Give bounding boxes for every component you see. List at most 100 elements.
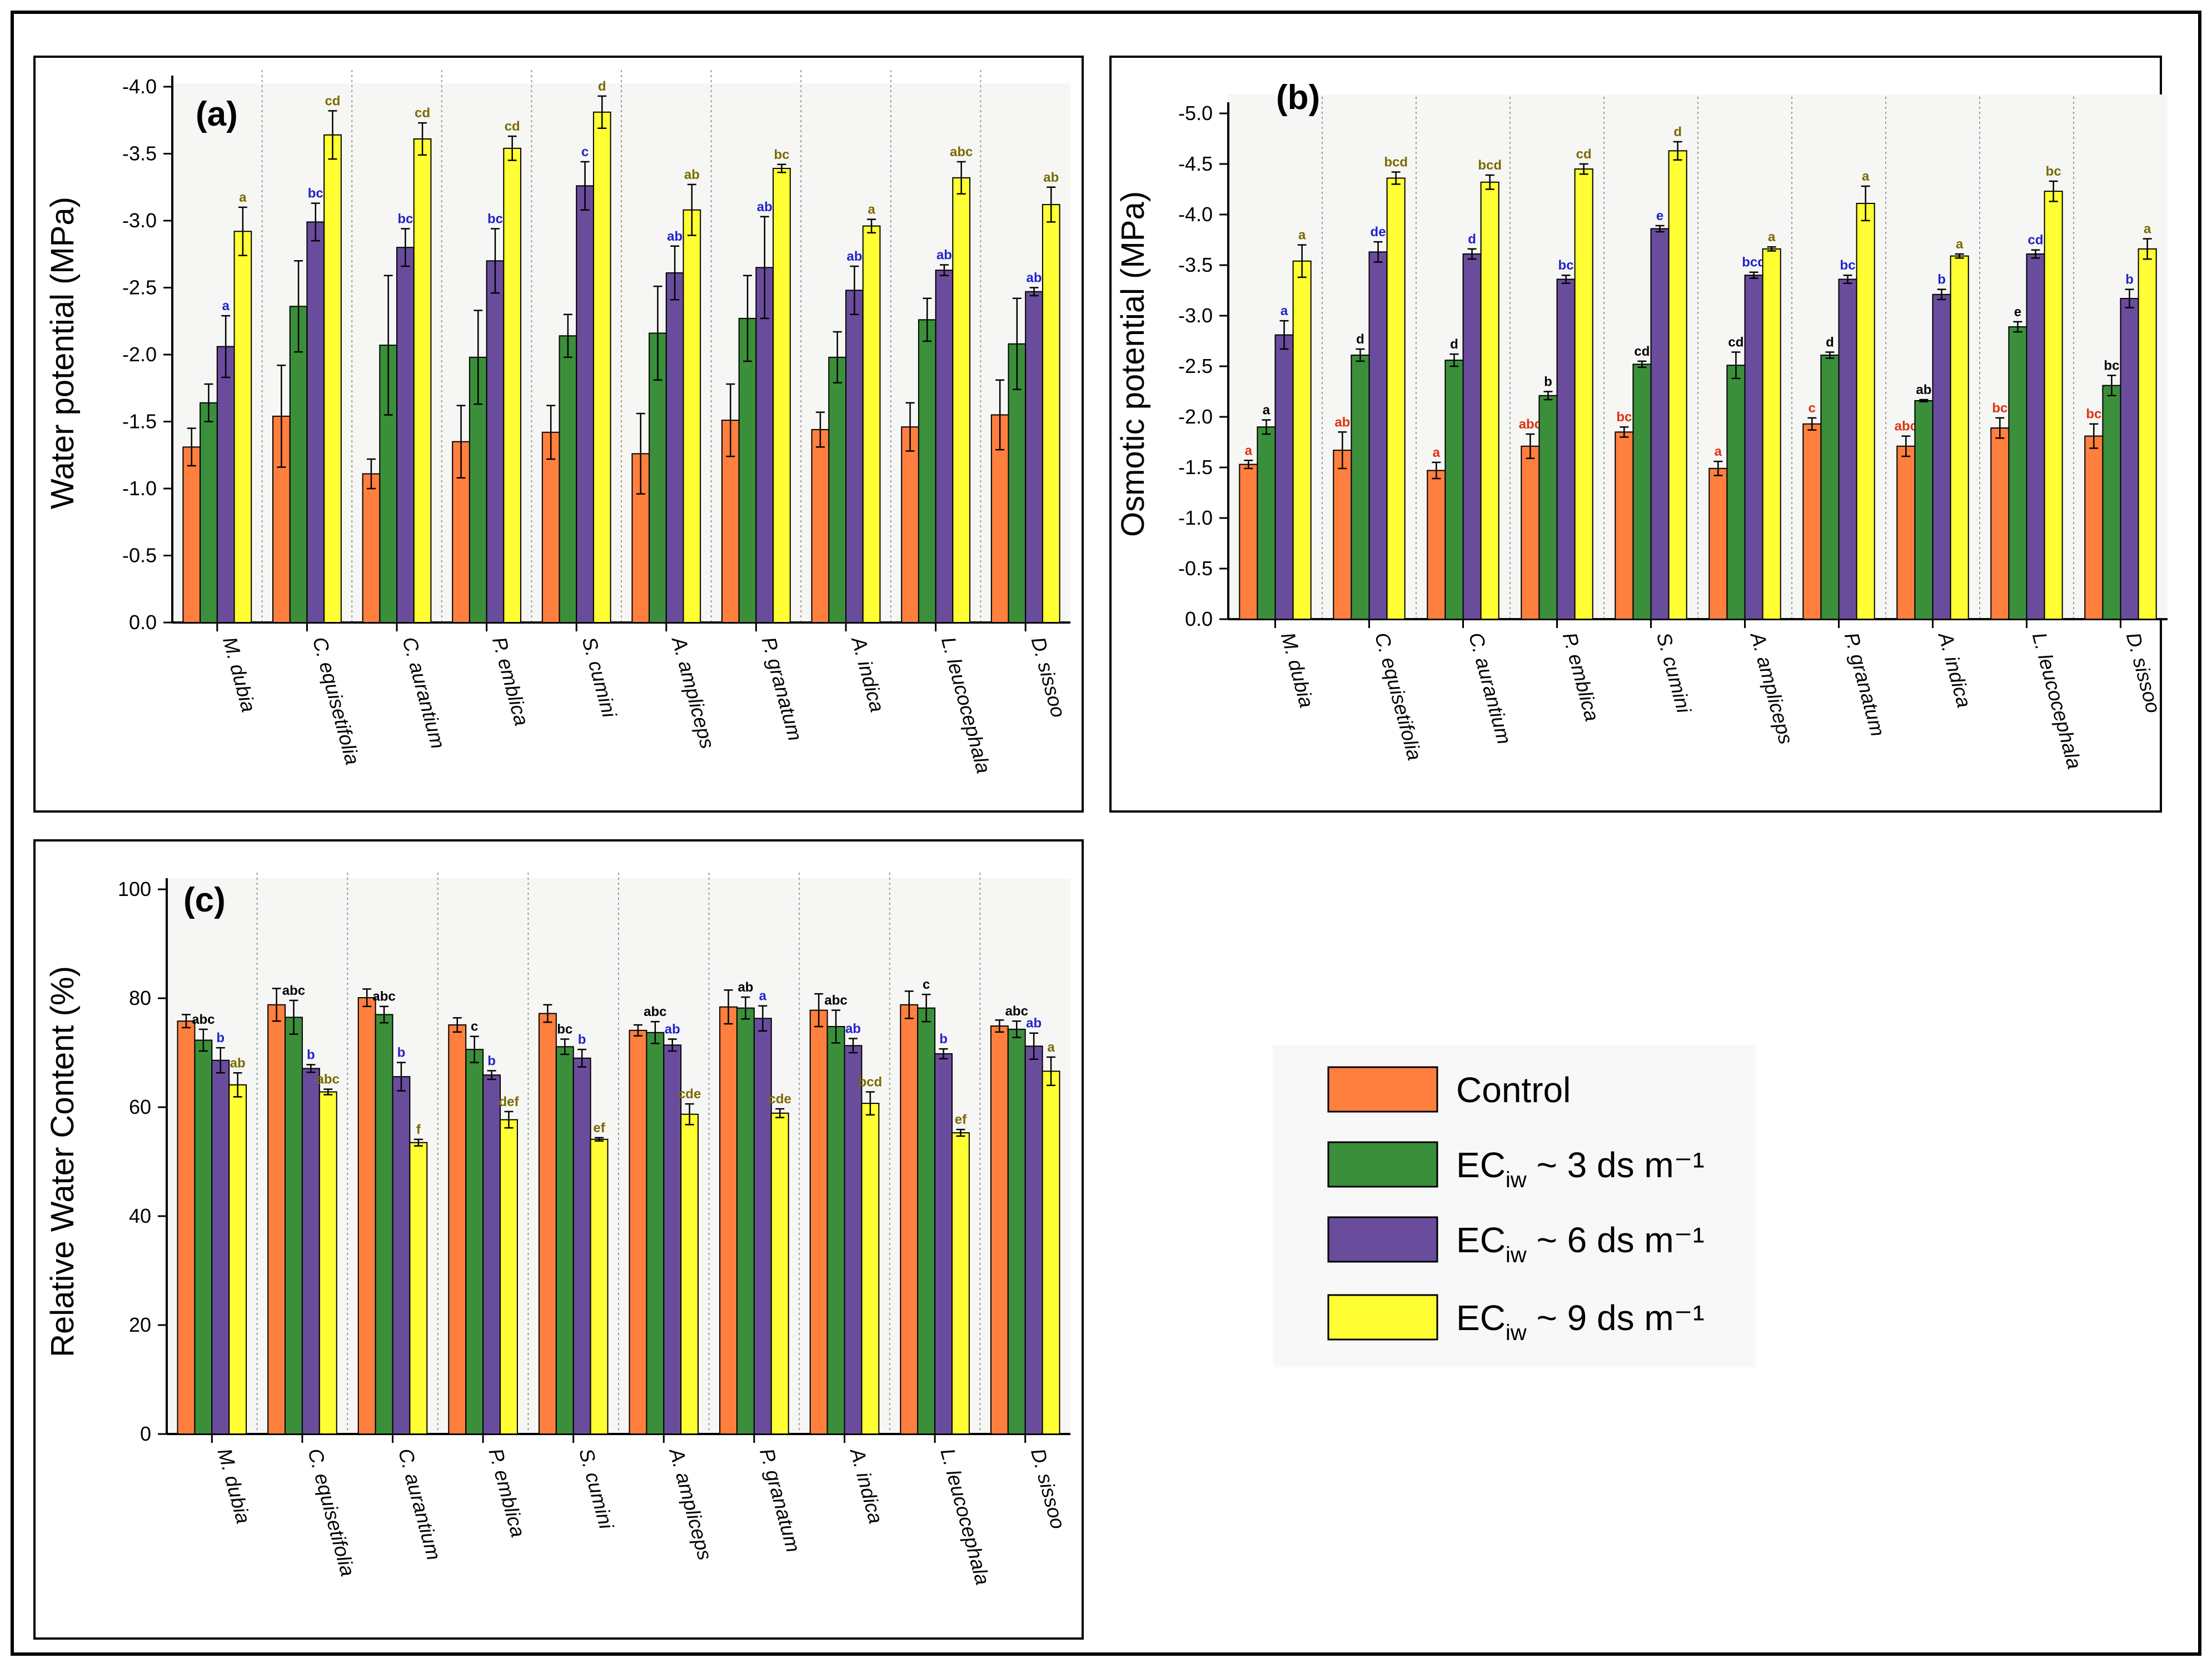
error-bar [204,383,213,422]
error-bar [653,285,662,381]
bar [1239,464,1258,620]
x-category-label: C. aurantium [398,634,450,751]
error-bar [867,218,876,233]
significance-label: f [416,1122,421,1137]
significance-label: a [1715,444,1722,459]
legend-label-ec9: ECiw ~ 9 ds m⁻¹ [1456,1298,1705,1345]
bar [1386,177,1406,620]
y-tick-label: -3.5 [1178,253,1213,276]
significance-label: b [397,1045,406,1060]
bar [665,272,684,623]
x-category-label: D. sissoo [1027,1446,1070,1531]
significance-label: cd [325,93,340,108]
error-bar [2049,180,2058,202]
error-bar [1432,461,1441,480]
error-bar [2125,288,2134,308]
y-tick-label: -1.5 [122,410,157,433]
x-category-label: C. aurantium [394,1446,446,1562]
y-tick-label: -1.5 [1178,456,1213,479]
error-bar [1012,1020,1022,1038]
bar [375,1014,393,1435]
bar [590,1138,609,1435]
x-category-label: C. equisetifolia [303,1446,360,1579]
error-bar [995,1019,1004,1033]
significance-label: a [1433,445,1441,460]
error-bar [815,411,825,448]
error-bar [221,315,231,379]
bar [499,1119,518,1435]
error-bar [187,427,196,467]
error-bar [277,365,286,468]
error-bar [939,264,949,277]
significance-label: bc [1992,401,2007,416]
bar [773,168,791,623]
error-bar [1029,1032,1039,1060]
bar [900,1004,919,1435]
error-bar [1955,253,1964,259]
error-bar [848,1038,858,1054]
significance-label: bc [557,1022,572,1037]
significance-label: d [1450,337,1458,352]
x-category-label: A. indica [845,1445,888,1526]
y-tick-label: -0.5 [122,544,157,567]
bar [1538,395,1558,620]
error-bar [758,1005,768,1032]
bar [770,1112,789,1435]
significance-label: a [1956,237,1964,252]
y-tick-label: -3.0 [1178,304,1213,327]
significance-label: a [1862,169,1870,184]
significance-label: a [1281,303,1288,318]
x-category-label: C. aurantium [1464,630,1516,746]
y-tick-label: -2.5 [1178,355,1213,377]
y-tick-label: -4.5 [1178,152,1213,175]
bar [267,1004,286,1435]
bar [409,1142,428,1435]
error-bar [921,993,931,1023]
bar [486,260,505,623]
panel-a-y-axis-title: Water potential (MPa) [44,197,81,509]
panel-c-border [33,839,1084,1640]
x-category-label: P. granatum [755,1446,805,1555]
bar [362,473,381,623]
bar [934,1053,953,1435]
error-bar [1901,435,1911,457]
x-category-label: P. granatum [1840,630,1890,739]
significance-label: c [581,145,589,160]
error-bar [1047,186,1056,223]
bar [233,231,252,623]
error-bar [1767,246,1776,252]
error-bar [650,1020,660,1044]
error-bar [1637,360,1647,369]
significance-label: a [1768,230,1776,245]
error-bar [775,1108,785,1118]
x-category-label: L. leucocephala [937,634,995,775]
bar [357,997,376,1435]
panel-b-osmotic-potential: Osmotic potential (MPa) (b) 0.0 -0.5 -1.0 -… [1109,56,2168,813]
bar [194,1039,213,1435]
bar [289,306,308,623]
bar [1762,248,1781,620]
x-category-label: P. emblica [488,634,534,728]
bar [448,1024,467,1435]
x-category-label: P. emblica [1558,630,1604,723]
error-bar [1029,287,1039,297]
bar [845,290,864,623]
error-bar [923,297,932,342]
error-bar [741,996,750,1020]
bar [2084,435,2104,620]
significance-label: d [1673,125,1682,140]
bar [1950,255,1969,620]
significance-label: cd [1728,335,1743,350]
error-bar [233,1072,242,1098]
error-bar [311,202,320,242]
significance-label: bc [2104,358,2119,373]
error-bar [760,216,769,320]
panel-c-y-axis-title: Relative Water Content (%) [44,966,81,1357]
bar [861,1103,880,1435]
significance-label: b [487,1053,496,1068]
error-bar [667,1038,677,1052]
bar [396,247,415,623]
error-bar [1526,433,1535,459]
bar [736,1007,755,1435]
legend-label-ec3: ECiw ~ 3 ds m⁻¹ [1456,1145,1705,1192]
